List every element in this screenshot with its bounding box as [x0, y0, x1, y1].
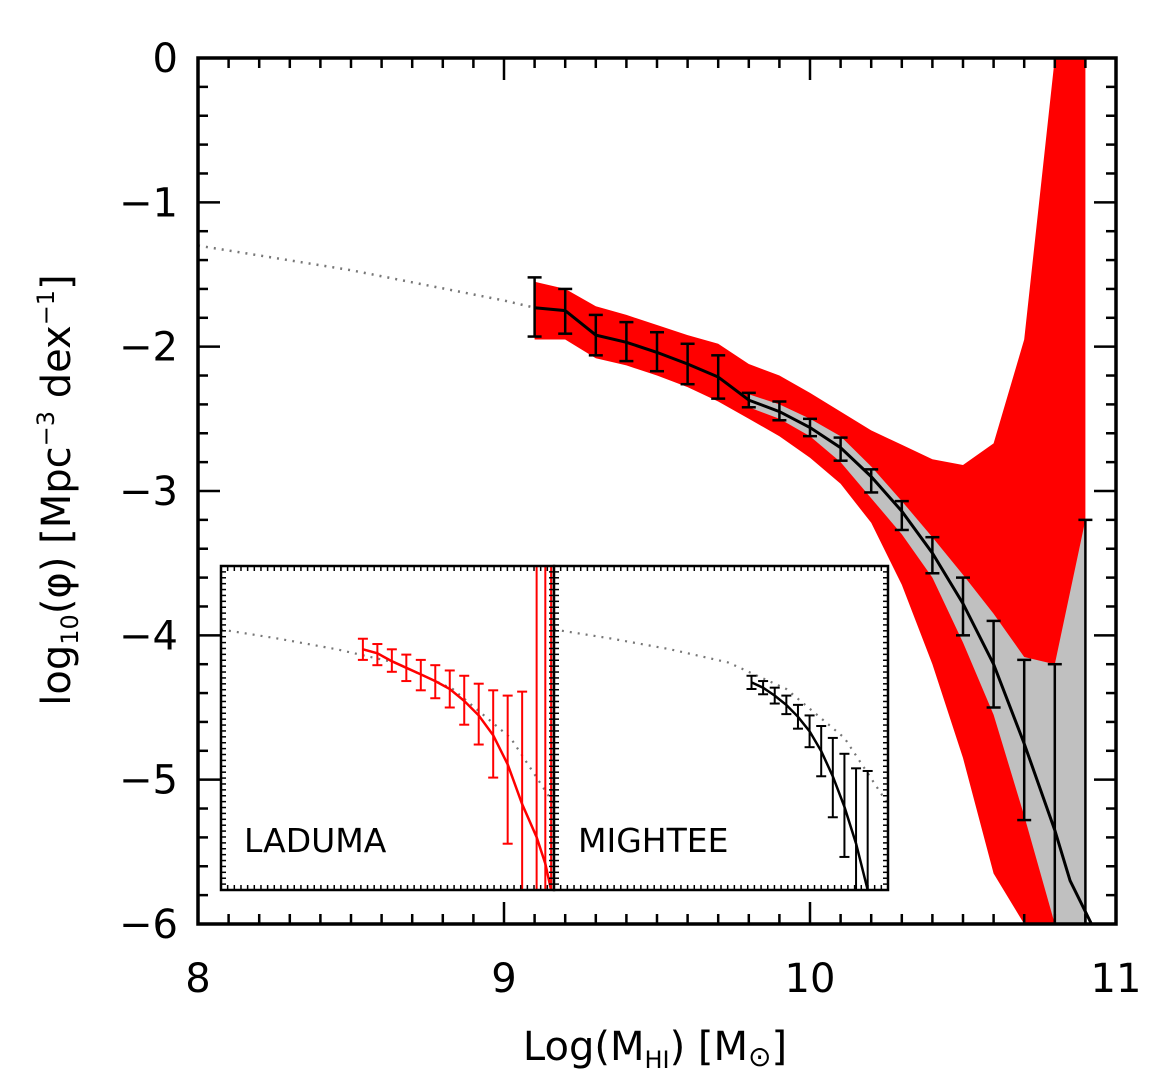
inset-error-bar-13: [540, 566, 551, 890]
inset-laduma-content: [221, 566, 554, 890]
y-tick-label: −1: [119, 180, 178, 226]
inset-mightee-frame: [552, 564, 890, 892]
y-axis-title-sup1: −3: [32, 411, 60, 446]
inset-error-bar-2: [386, 648, 397, 673]
inset-error-bar-3: [401, 653, 412, 683]
x-axis-title-close: ]: [771, 1024, 787, 1070]
y-axis-title-mid2: dex: [34, 325, 80, 411]
inset-mightee-content: [554, 628, 888, 890]
error-bar-4: [650, 330, 664, 373]
inset-error-bar-4: [415, 658, 426, 692]
inset-error-bar-5: [430, 664, 441, 700]
error-bar-9: [803, 417, 817, 438]
inset-error-bar-2: [769, 686, 780, 705]
x-tick-label: 11: [1091, 956, 1142, 1002]
error-bar-15: [986, 619, 1001, 709]
inset-error-bar-8: [473, 682, 484, 746]
error-bar-16: [1017, 658, 1032, 822]
x-axis-title-sun: ⊙: [748, 1040, 771, 1073]
x-axis-title-prefix: Log(M: [523, 1024, 645, 1070]
error-bar-2: [588, 313, 603, 357]
error-bar-10: [833, 436, 848, 462]
inset-error-bar-0: [357, 637, 368, 661]
x-axis-title-sub: HI: [644, 1046, 669, 1074]
inset-error-bar-12: [531, 566, 542, 890]
error-bar-12: [894, 499, 909, 532]
inset-error-bar-7: [459, 674, 470, 726]
inset-error-bar-3: [781, 694, 792, 716]
x-axis-title-suffix: ) [M: [670, 1024, 748, 1070]
y-tick-label: −4: [119, 613, 178, 659]
inset-error-bar-5: [804, 714, 815, 749]
x-tick-label: 10: [785, 956, 836, 1002]
red-confidence-band: [534, 58, 1086, 924]
y-tick-label: −3: [119, 469, 178, 515]
y-axis-title: log10(φ) [Mpc−3 dex−1]: [32, 274, 84, 705]
x-tick-label: 8: [185, 956, 210, 1002]
error-bar-17: [1047, 662, 1062, 924]
error-bar-18: [1078, 518, 1093, 924]
measurement-connector-line: [534, 306, 750, 402]
error-bar-1: [558, 287, 573, 335]
y-tick-label: −6: [119, 902, 178, 948]
inset-error-bar-14: [546, 566, 554, 890]
model-dotted-line: [197, 244, 535, 309]
main-model-curve: [197, 244, 535, 309]
inset-error-bar-0: [746, 674, 757, 690]
error-bar-6: [711, 354, 726, 400]
inset-error-bar-1: [758, 680, 769, 696]
inset-error-bar-9: [851, 767, 862, 890]
inset-error-bar-7: [827, 736, 838, 819]
inset-error-bar-11: [517, 690, 528, 890]
x-tick-label: 9: [491, 956, 516, 1002]
error-bar-5: [680, 342, 695, 386]
error-bar-8: [772, 400, 787, 422]
error-bar-14: [956, 576, 970, 637]
inset-mightee-label: MIGHTEE: [578, 821, 728, 860]
y-axis-title-group: log10(φ) [Mpc−3 dex−1]: [32, 274, 84, 705]
y-tick-label: −2: [119, 325, 178, 371]
y-tick-label: 0: [153, 36, 178, 82]
y-axis-title-sub: 10: [56, 614, 84, 645]
inset-laduma-background: [221, 566, 554, 890]
main-plot: 8 9 10 11 0 −1 −2 −3 −4 −5 −6: [119, 36, 1141, 1002]
error-bar-0: [527, 276, 542, 338]
inset-error-bar-4: [792, 703, 803, 730]
inset-mightee: MIGHTEE: [552, 564, 890, 892]
y-axis-title-sup2: −1: [32, 290, 60, 325]
inset-laduma-label: LADUMA: [244, 821, 387, 860]
inset-error-bar-6: [444, 669, 455, 709]
y-axis-title-close: ]: [34, 274, 80, 290]
inset-laduma: LADUMA: [219, 564, 556, 892]
inset-error-bar-1: [372, 643, 383, 667]
inset-error-bar-10: [502, 694, 513, 845]
x-axis-title: Log(MHI) [M⊙]: [523, 1024, 787, 1074]
inset-error-bar-6: [816, 725, 827, 778]
main-error-bars: [527, 276, 1093, 924]
y-axis-title-mid: (φ) [Mpc: [34, 446, 80, 614]
main-plot-frame: [196, 56, 1118, 926]
error-bar-7: [741, 391, 756, 409]
inset-error-bar-9: [488, 689, 499, 779]
error-bar-13: [925, 535, 940, 575]
inset-error-bar-10: [862, 769, 873, 890]
main-tick-labels: 8 9 10 11 0 −1 −2 −3 −4 −5 −6: [119, 36, 1141, 1002]
inset-mightee-background: [554, 566, 888, 890]
y-axis-title-prefix: log: [34, 645, 80, 706]
error-bar-11: [864, 468, 879, 494]
inset-model-dotted-line: [554, 628, 888, 805]
y-tick-label: −5: [119, 758, 178, 804]
inset-error-bar-8: [839, 752, 850, 858]
error-bar-3: [619, 320, 634, 363]
